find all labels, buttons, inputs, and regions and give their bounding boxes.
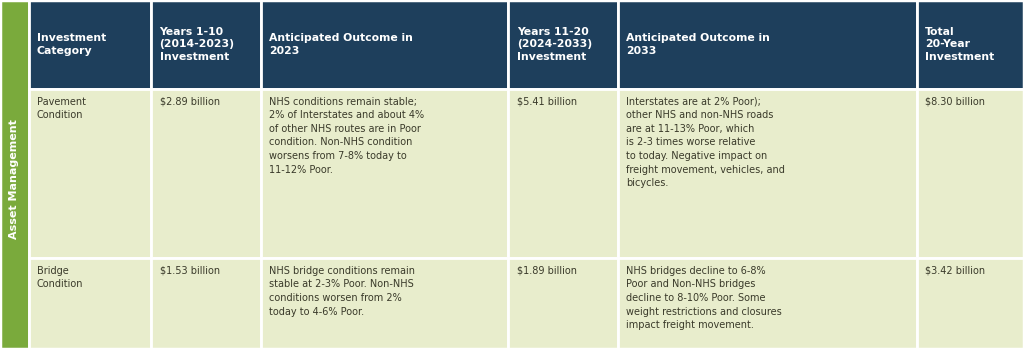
Text: Bridge
Condition: Bridge Condition [37,266,83,289]
Bar [509,0,617,89]
Text: $8.30 billion: $8.30 billion [925,97,985,107]
Bar [261,0,509,89]
Bar [152,0,261,89]
Bar [261,89,509,258]
Bar [0,0,29,349]
Bar [29,258,152,349]
Text: Total
20-Year
Investment: Total 20-Year Investment [925,26,994,62]
Text: $5.41 billion: $5.41 billion [517,97,577,107]
Bar [916,258,1024,349]
Bar [29,89,152,258]
Text: Anticipated Outcome in
2023: Anticipated Outcome in 2023 [269,33,413,56]
Text: Pavement
Condition: Pavement Condition [37,97,86,120]
Text: $2.89 billion: $2.89 billion [160,97,220,107]
Bar [617,89,916,258]
Bar [916,0,1024,89]
Text: Interstates are at 2% Poor);
other NHS and non-NHS roads
are at 11-13% Poor, whi: Interstates are at 2% Poor); other NHS a… [626,97,785,188]
Bar [617,258,916,349]
Text: $1.89 billion: $1.89 billion [517,266,577,276]
Bar [261,258,509,349]
Bar [509,258,617,349]
Text: Investment
Category: Investment Category [37,33,106,56]
Bar [0,349,1024,358]
Text: NHS conditions remain stable;
2% of Interstates and about 4%
of other NHS routes: NHS conditions remain stable; 2% of Inte… [269,97,424,175]
Text: $3.42 billion: $3.42 billion [925,266,985,276]
Text: Years 1-10
(2014-2023)
Investment: Years 1-10 (2014-2023) Investment [160,26,234,62]
Bar [152,258,261,349]
Bar [29,0,152,89]
Bar [152,89,261,258]
Text: Years 11-20
(2024-2033)
Investment: Years 11-20 (2024-2033) Investment [517,26,592,62]
Text: NHS bridge conditions remain
stable at 2-3% Poor. Non-NHS
conditions worsen from: NHS bridge conditions remain stable at 2… [269,266,415,316]
Bar [617,0,916,89]
Text: Anticipated Outcome in
2033: Anticipated Outcome in 2033 [626,33,770,56]
Bar [509,89,617,258]
Text: NHS bridges decline to 6-8%
Poor and Non-NHS bridges
decline to 8-10% Poor. Some: NHS bridges decline to 6-8% Poor and Non… [626,266,781,330]
Text: $1.53 billion: $1.53 billion [160,266,220,276]
Text: Asset Management: Asset Management [9,119,19,239]
Bar [916,89,1024,258]
